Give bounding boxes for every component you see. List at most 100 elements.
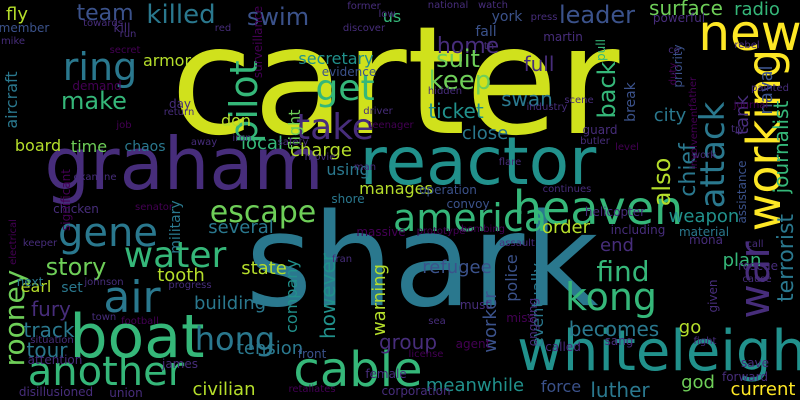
word-father: father (688, 76, 699, 108)
word-surface: surface (649, 0, 723, 20)
word-th: th (483, 41, 495, 52)
word-swan: swan (501, 87, 553, 111)
word-level: level (615, 142, 639, 153)
word-ticket: ticket (428, 99, 484, 123)
word-boat: boat (69, 302, 205, 372)
word-guard: guard (582, 123, 618, 137)
word-air: air (103, 272, 161, 323)
word-fight: fight (693, 336, 717, 347)
word-building: building (193, 293, 267, 314)
word-local: local (241, 133, 283, 154)
word-hidden: hidden (427, 86, 463, 97)
word-team: team (76, 1, 134, 26)
word-member: member (0, 21, 50, 35)
word-senator: senator (135, 202, 173, 213)
word-examine: examine (73, 172, 117, 183)
word-johnson: johnson (84, 277, 124, 288)
word-attention: attention (27, 353, 83, 367)
word-mike: mike (0, 36, 26, 47)
word-driver: driver (363, 106, 393, 117)
word-city: city (653, 105, 687, 126)
word-cable: cable (293, 342, 423, 398)
word-time: time (70, 137, 108, 156)
word-surveillance: surveillance (251, 5, 265, 79)
word-return: return (163, 107, 195, 118)
word-ongoing: ongoing (526, 297, 540, 347)
word-secretary: secretary (298, 49, 374, 68)
word-agent: agent (455, 337, 491, 351)
word-job: job (116, 120, 132, 131)
word-sea: sea (428, 316, 446, 327)
word-graham: graham (44, 122, 324, 206)
word-chaos: chaos (124, 139, 166, 155)
word-full: full (523, 52, 555, 76)
word-license: license (408, 349, 444, 360)
word-union: union (109, 386, 143, 400)
word-weapon: weapon (668, 206, 740, 227)
word-escape: escape (209, 195, 317, 230)
word-low: low (378, 9, 396, 20)
word-massive: massive (356, 225, 406, 239)
word-back: back (593, 61, 621, 119)
word-fran: fran (331, 254, 353, 265)
word-run: run (119, 29, 137, 40)
word-tour: tour (26, 338, 68, 362)
word-rescue: rescue (738, 259, 778, 273)
word-town: town (91, 312, 117, 323)
word-radio: radio (734, 0, 780, 20)
word-tooth: tooth (157, 265, 205, 286)
word-plan: plan (722, 250, 762, 271)
word-movie: movie (304, 152, 336, 163)
word-call: call (746, 239, 764, 250)
word-discover: discover (342, 23, 386, 34)
word-disillusioned: disillusioned (18, 385, 94, 399)
word-refugee: refugee (422, 257, 492, 278)
word-ring: ring (62, 45, 138, 89)
word-make: make (61, 87, 127, 115)
word-powerful: powerful (652, 11, 706, 25)
word-break: break (623, 82, 639, 122)
word-heaven: heaven (512, 181, 684, 235)
word-journal: journal (733, 100, 769, 111)
word-end: end (600, 235, 634, 256)
word-front: front (297, 347, 327, 361)
word-new: new (698, 4, 800, 62)
word-fly: fly (6, 4, 28, 25)
word-progress: progress (168, 280, 212, 291)
word-co: co (668, 45, 680, 56)
word-manages: manages (359, 179, 433, 198)
word-national: national (427, 0, 469, 11)
word-warning: warning (369, 263, 390, 337)
word-god: god (681, 372, 715, 393)
word-carter: carter (170, 0, 620, 169)
word-track: track (23, 318, 75, 342)
word-police: police (502, 254, 521, 302)
word-swim: swim (246, 3, 310, 31)
word-material: material (678, 225, 730, 239)
word-gene: gene (58, 210, 158, 256)
word-don: don (220, 111, 252, 130)
word-meanwhile: meanwhile (425, 375, 525, 396)
word-assistance: assistance (735, 160, 749, 224)
word-try: try (731, 124, 745, 135)
word-get: get (315, 68, 375, 109)
word-cause: cause (742, 274, 772, 285)
word-also: also (648, 157, 676, 207)
word-pull: pull (594, 39, 608, 61)
word-order: order (542, 217, 590, 238)
word-teenager: teenager (368, 120, 414, 131)
word-football: football (121, 316, 159, 327)
word-iron: iron (232, 133, 252, 144)
word-prototype: prototype (416, 226, 466, 237)
word-bombing: bombing (460, 224, 506, 235)
word-secret: secret (109, 45, 141, 56)
word-aircraft: aircraft (2, 71, 21, 129)
word-continues: continues (542, 184, 592, 195)
word-set: set (61, 280, 83, 296)
word-suit: suit (436, 45, 480, 73)
word-using: using (326, 160, 370, 179)
word-must: must (459, 298, 491, 312)
word-armor: armor (142, 51, 192, 70)
word-operation: operation (419, 183, 477, 197)
